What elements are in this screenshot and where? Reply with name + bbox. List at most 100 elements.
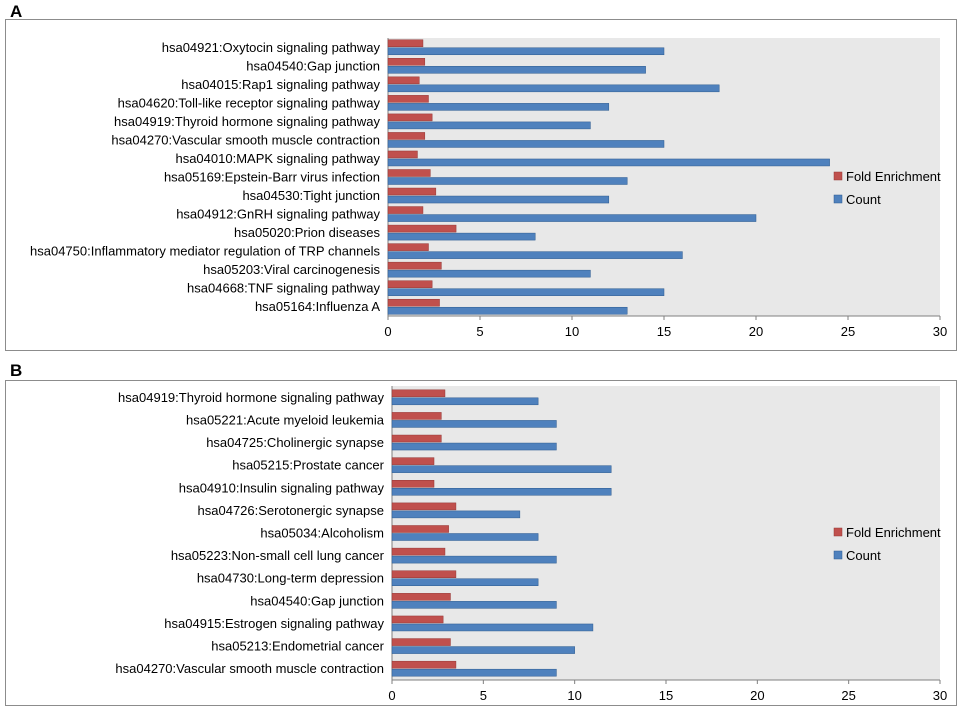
category-label-b: hsa04726:Serotonergic synapse [198, 503, 384, 518]
category-label-b: hsa05213:Endometrial cancer [211, 639, 384, 654]
bar-count-b [391, 646, 575, 654]
legend-swatch-a [833, 171, 843, 181]
category-label-a: hsa04921:Oxytocin signaling pathway [162, 40, 381, 55]
bar-count-a [387, 195, 610, 204]
bar-fold-enrichment-b [391, 434, 442, 443]
bar-fold-enrichment-a [387, 39, 424, 48]
bar-fold-enrichment-b [391, 638, 451, 646]
bar-count-b [391, 533, 539, 541]
bar-count-b [391, 510, 521, 519]
bar-count-b [391, 578, 539, 586]
bar-fold-enrichment-b [391, 412, 442, 420]
bar-count-b [391, 488, 612, 496]
bar-fold-enrichment-b [391, 570, 457, 578]
x-tick-label-a: 25 [841, 324, 855, 339]
x-tick-label-a: 5 [476, 324, 483, 339]
bar-count-a [387, 103, 610, 111]
x-tick-label-b: 15 [659, 688, 673, 703]
x-tick-label-b: 0 [388, 688, 395, 703]
panel-label-b: B [10, 361, 23, 380]
x-tick-label-a: 15 [657, 324, 671, 339]
category-label-a: hsa04919:Thyroid hormone signaling pathw… [114, 114, 380, 129]
bar-fold-enrichment-a [387, 187, 437, 196]
x-tick-label-b: 25 [841, 688, 855, 703]
category-label-b: hsa04919:Thyroid hormone signaling pathw… [118, 390, 384, 405]
legend-label-a: Count [846, 192, 881, 207]
category-label-a: hsa04015:Rap1 signaling pathway [181, 77, 380, 92]
bar-count-a [387, 66, 646, 74]
bar-fold-enrichment-b [391, 502, 457, 511]
category-label-a: hsa04270:Vascular smooth muscle contract… [111, 132, 380, 147]
legend-label-b: Count [846, 548, 881, 563]
category-label-b: hsa04540:Gap junction [250, 593, 384, 608]
legend-swatch-a [833, 194, 843, 204]
bar-count-a [387, 288, 665, 296]
bar-count-b [391, 601, 557, 609]
x-tick-label-a: 0 [384, 324, 391, 339]
bar-fold-enrichment-a [387, 113, 433, 122]
legend-label-a: Fold Enrichment [846, 169, 941, 184]
bar-fold-enrichment-a [387, 298, 440, 307]
bar-fold-enrichment-a [387, 243, 429, 251]
bar-count-a [387, 47, 665, 56]
bar-count-a [387, 158, 830, 167]
bar-count-a [387, 269, 591, 278]
category-label-a: hsa05203:Viral carcinogenesis [203, 262, 380, 277]
category-label-a: hsa04540:Gap junction [246, 58, 380, 73]
bar-count-b [391, 397, 539, 406]
x-tick-label-a: 30 [933, 324, 947, 339]
bar-fold-enrichment-a [387, 280, 433, 288]
bar-count-a [387, 121, 591, 130]
bar-fold-enrichment-a [387, 206, 424, 214]
category-label-b: hsa05221:Acute myeloid leukemia [186, 412, 385, 427]
plot-area-a [388, 38, 940, 316]
category-label-a: hsa04912:GnRH signaling pathway [176, 207, 380, 222]
category-label-a: hsa04010:MAPK signaling pathway [175, 151, 380, 166]
bar-count-a [387, 251, 683, 259]
bar-count-b [391, 555, 557, 564]
bar-fold-enrichment-b [391, 615, 444, 624]
bar-count-b [391, 420, 557, 428]
category-label-a: hsa04668:TNF signaling pathway [187, 281, 380, 296]
bar-count-a [387, 84, 720, 93]
x-tick-label-b: 10 [567, 688, 581, 703]
bar-fold-enrichment-a [387, 76, 420, 85]
legend-label-b: Fold Enrichment [846, 525, 941, 540]
category-label-b: hsa04910:Insulin signaling pathway [179, 480, 385, 495]
category-label-a: hsa04530:Tight junction [242, 188, 380, 203]
category-label-b: hsa05034:Alcoholism [260, 526, 384, 541]
bar-count-a [387, 214, 757, 222]
category-label-a: hsa05169:Epstein-Barr virus infection [164, 170, 380, 185]
category-label-b: hsa04725:Cholinergic synapse [206, 435, 384, 450]
bar-count-a [387, 140, 665, 148]
category-label-b: hsa05223:Non-small cell lung cancer [171, 548, 385, 563]
category-label-a: hsa04620:Toll-like receptor signaling pa… [118, 95, 381, 110]
bar-fold-enrichment-b [391, 457, 435, 465]
bar-count-b [391, 623, 594, 632]
category-label-b: hsa04915:Estrogen signaling pathway [164, 616, 384, 631]
category-label-a: hsa05164:Influenza A [255, 299, 380, 314]
bar-count-a [387, 177, 628, 185]
x-tick-label-b: 5 [480, 688, 487, 703]
x-tick-label-b: 30 [933, 688, 947, 703]
legend-swatch-b [833, 527, 843, 537]
bar-fold-enrichment-a [387, 132, 426, 140]
bar-count-b [391, 668, 557, 677]
bar-count-a [387, 232, 536, 241]
category-label-b: hsa04270:Vascular smooth muscle contract… [115, 661, 384, 676]
legend-swatch-b [833, 550, 843, 560]
category-label-a: hsa04750:Inflammatory mediator regulatio… [30, 244, 380, 259]
bar-fold-enrichment-b [391, 547, 446, 556]
x-tick-label-a: 20 [749, 324, 763, 339]
bar-fold-enrichment-b [391, 660, 457, 669]
category-label-b: hsa05215:Prostate cancer [232, 458, 384, 473]
x-tick-label-a: 10 [565, 324, 579, 339]
bar-fold-enrichment-a [387, 150, 418, 159]
bar-fold-enrichment-b [391, 593, 451, 601]
bar-count-b [391, 442, 557, 451]
bar-fold-enrichment-a [387, 261, 442, 270]
bar-count-b [391, 465, 612, 473]
bar-fold-enrichment-b [391, 389, 446, 398]
x-tick-label-b: 20 [750, 688, 764, 703]
